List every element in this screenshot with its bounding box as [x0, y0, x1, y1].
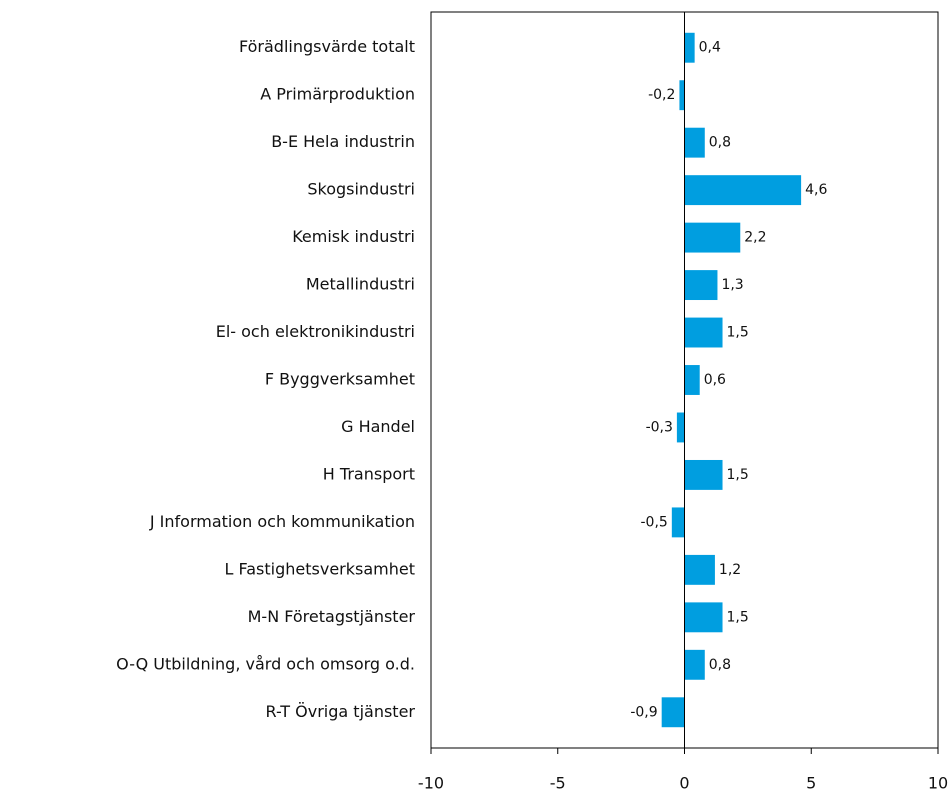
bar: [684, 459, 723, 490]
bar: [684, 175, 802, 206]
category-label: R-T Övriga tjänster: [266, 702, 416, 721]
bar: [684, 222, 741, 253]
value-label: 1,5: [727, 609, 749, 625]
x-tick-label: 0: [679, 774, 689, 793]
category-label: Metallindustri: [306, 275, 415, 294]
value-label: 1,5: [727, 325, 749, 341]
category-label: L Fastighetsverksamhet: [225, 559, 415, 578]
bar: [661, 697, 685, 728]
category-label: J Information och kommunikation: [149, 512, 415, 531]
value-label: 1,5: [727, 467, 749, 483]
x-tick-label: 5: [806, 774, 816, 793]
value-label: 4,6: [805, 182, 827, 198]
bar: [684, 649, 705, 680]
x-tick-label: -5: [550, 774, 566, 793]
category-label: Skogsindustri: [307, 180, 415, 199]
category-label: G Handel: [341, 417, 415, 436]
category-label: El- och elektronikindustri: [216, 322, 415, 341]
category-label: H Transport: [323, 464, 415, 483]
x-tick-label: 10: [928, 774, 948, 793]
bar: [679, 80, 685, 111]
category-label: Kemisk industri: [292, 227, 415, 246]
value-label: -0,5: [640, 514, 667, 530]
value-label: 0,4: [699, 40, 721, 56]
value-label: 0,8: [709, 657, 731, 673]
value-label: 2,2: [744, 230, 766, 246]
bar: [676, 412, 685, 443]
category-label: B-E Hela industrin: [271, 132, 415, 151]
value-label: 0,8: [709, 135, 731, 151]
category-label: F Byggverksamhet: [265, 370, 415, 389]
x-tick-label: -10: [418, 774, 444, 793]
category-label: A Primärproduktion: [260, 85, 415, 104]
value-label: 1,2: [719, 562, 741, 578]
bar: [671, 507, 685, 538]
bar: [684, 365, 700, 395]
bar: [684, 554, 715, 585]
value-label: -0,2: [648, 87, 675, 103]
value-label: 1,3: [721, 277, 743, 293]
bar: [684, 602, 723, 633]
category-label: O-Q Utbildning, vård och omsorg o.d.: [116, 654, 415, 673]
bar: [684, 317, 723, 348]
category-label: Förädlingsvärde totalt: [239, 37, 415, 56]
bar: [684, 127, 705, 158]
bar: [684, 270, 718, 301]
value-label: -0,3: [646, 419, 673, 435]
value-label: 0,6: [704, 372, 726, 388]
category-label: M-N Företagstjänster: [248, 607, 416, 626]
bar: [684, 32, 695, 63]
value-label: -0,9: [630, 704, 657, 720]
